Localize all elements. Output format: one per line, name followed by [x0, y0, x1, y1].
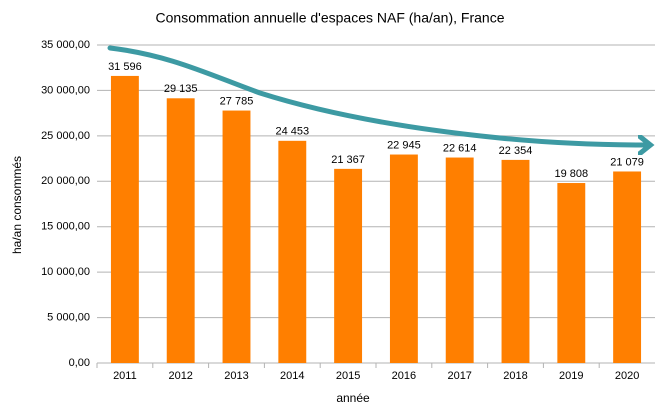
value-label: 21 367: [331, 154, 365, 166]
x-tick-label: 2019: [559, 370, 583, 382]
value-label: 21 079: [610, 156, 644, 168]
value-label: 22 945: [387, 139, 421, 151]
x-tick-label: 2011: [113, 370, 137, 382]
bar: [445, 157, 474, 363]
value-label: 29 135: [164, 83, 198, 95]
bar: [389, 154, 418, 363]
bar: [166, 98, 195, 363]
x-tick-label: 2013: [224, 370, 248, 382]
bar: [557, 183, 586, 363]
x-tick-label: 2017: [447, 370, 471, 382]
plot: 0,00 5 000,00 10 000,00 15 000,00 20 000,00 2…: [41, 39, 655, 382]
value-label: 24 453: [275, 126, 309, 138]
x-tick-label: 2012: [168, 370, 192, 382]
bar: [110, 75, 139, 364]
value-label: 22 354: [499, 145, 533, 157]
value-label: 31 596: [108, 61, 142, 73]
x-tick-label: 2014: [280, 370, 304, 382]
x-tick-label: 2016: [392, 370, 416, 382]
y-tick-label: 5 000,00: [47, 311, 90, 323]
bar: [334, 168, 363, 363]
y-tick-label: 30 000,00: [41, 84, 90, 96]
value-label: 22 614: [443, 142, 477, 154]
x-tick-label: 2018: [503, 370, 527, 382]
bar: [278, 140, 307, 363]
bar: [222, 110, 251, 363]
trend-arrow: [107, 45, 648, 145]
y-tick-label: 35 000,00: [41, 39, 90, 51]
chart-title: Consommation annuelle d'espaces NAF (ha/…: [156, 10, 505, 26]
y-axis-label: ha/an consommés: [10, 156, 24, 254]
x-axis-label: année: [336, 391, 370, 405]
value-label: 19 808: [554, 168, 588, 180]
x-tick-label: 2015: [336, 370, 360, 382]
y-tick-label: 25 000,00: [41, 130, 90, 142]
value-label: 27 785: [220, 95, 254, 107]
y-tick-label: 20 000,00: [41, 175, 90, 187]
bar: [613, 171, 642, 363]
x-tick-label: 2020: [615, 370, 639, 382]
y-tick-label: 0,00: [69, 357, 90, 369]
y-tick-label: 10 000,00: [41, 266, 90, 278]
y-tick-label: 15 000,00: [41, 221, 90, 233]
bar: [501, 159, 530, 363]
